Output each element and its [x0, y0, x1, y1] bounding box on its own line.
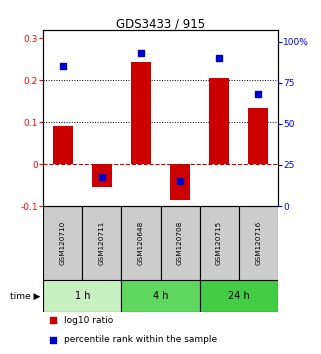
Bar — [248, 108, 268, 164]
Text: 4 h: 4 h — [153, 291, 168, 301]
Point — [216, 55, 221, 61]
Bar — [200, 206, 239, 280]
Text: GSM120710: GSM120710 — [60, 221, 66, 265]
Point — [99, 174, 104, 179]
Bar — [43, 280, 121, 312]
Bar — [121, 280, 200, 312]
Bar — [121, 206, 160, 280]
Bar — [92, 164, 112, 187]
Bar — [82, 206, 121, 280]
Text: GSM120648: GSM120648 — [138, 221, 144, 265]
Text: log10 ratio: log10 ratio — [65, 316, 114, 325]
Title: GDS3433 / 915: GDS3433 / 915 — [116, 17, 205, 30]
Point — [138, 50, 143, 56]
Text: 1 h: 1 h — [75, 291, 90, 301]
Text: GSM120708: GSM120708 — [177, 221, 183, 265]
Point — [60, 63, 65, 69]
Text: GSM120711: GSM120711 — [99, 221, 105, 265]
Point — [50, 318, 55, 323]
Text: 24 h: 24 h — [228, 291, 249, 301]
Text: GSM120715: GSM120715 — [216, 221, 222, 265]
Text: percentile rank within the sample: percentile rank within the sample — [65, 335, 218, 344]
Bar — [239, 206, 278, 280]
Bar — [53, 126, 73, 164]
Bar — [200, 280, 278, 312]
Bar — [160, 206, 200, 280]
Bar — [170, 164, 190, 200]
Bar — [131, 62, 151, 164]
Point — [256, 91, 261, 97]
Point — [50, 337, 55, 342]
Point — [178, 179, 183, 184]
Text: GSM120716: GSM120716 — [255, 221, 261, 265]
Bar — [43, 206, 82, 280]
Bar — [209, 78, 229, 164]
Text: time ▶: time ▶ — [10, 291, 40, 301]
